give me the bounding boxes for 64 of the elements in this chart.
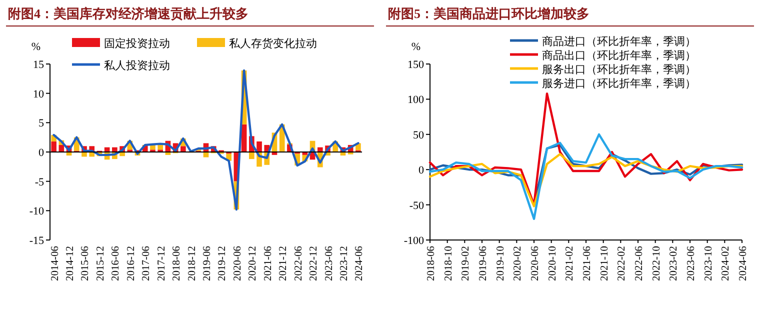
x-tick-label: 2017-12: [156, 246, 168, 281]
x-tick-label: 2016-12: [126, 246, 137, 281]
y-tick-label: 15: [33, 59, 44, 71]
x-tick-label: 2016-06: [110, 246, 122, 281]
x-tick-label: 2019-10: [495, 246, 506, 281]
y-tick-label: -100: [404, 235, 424, 247]
x-tick-label: 2019-06: [478, 246, 489, 281]
x-tick-label: 2020-06: [232, 246, 244, 281]
x-tick-label: 2021-06: [262, 246, 274, 281]
x-tick-label: 2024-06: [354, 246, 366, 281]
x-tick-label: 2015-12: [95, 246, 106, 281]
x-tick-label: 2014-12: [65, 246, 76, 281]
x-tick-label: 2021-02: [564, 246, 576, 281]
x-tick-label: 2019-12: [217, 246, 228, 281]
y-axis-title: %: [411, 41, 421, 53]
x-tick-label: 2014-06: [50, 246, 61, 281]
y-tick-label: 10: [33, 88, 44, 100]
y-tick-label: 50: [413, 129, 424, 142]
y-tick-label: -5: [34, 176, 44, 188]
x-tick-label: 2019-06: [202, 246, 213, 281]
x-tick-label: 2020-12: [248, 246, 259, 281]
legend-label: 私人投资拉动: [104, 60, 170, 72]
x-tick-label: 2020-02: [512, 246, 524, 281]
x-tick-label: 2022-02: [616, 246, 628, 281]
x-tick-label: 2023-10: [703, 246, 714, 281]
y-axis-title: %: [31, 41, 41, 53]
y-tick-label: 100: [408, 94, 424, 106]
x-tick-label: 2020-06: [530, 246, 541, 281]
x-tick-label: 2022-06: [634, 246, 645, 281]
x-tick-label: 2017-06: [141, 246, 152, 281]
x-tick-label: 2022-06: [293, 246, 304, 281]
y-tick-label: 0: [418, 164, 424, 177]
y-tick-label: 150: [408, 59, 424, 71]
x-tick-label: 2018-10: [443, 246, 454, 281]
legend-label: 商品进口（环比折年率，季调）: [542, 35, 696, 48]
x-tick-label: 2024-06: [738, 246, 749, 281]
x-tick-label: 2021-10: [599, 246, 610, 281]
x-tick-label: 2020-10: [547, 246, 558, 281]
x-tick-label: 2018-12: [186, 246, 198, 281]
y-tick-label: 5: [38, 118, 44, 130]
y-tick-label: 0: [38, 147, 44, 159]
x-tick-label: 2024-02: [720, 246, 732, 281]
legend-label: 服务进口（环比折年率，季调）: [542, 77, 696, 90]
y-tick-label: -50: [409, 200, 424, 212]
x-tick-label: 2021-06: [582, 246, 593, 281]
x-tick-label: 2023-06: [324, 246, 335, 281]
x-tick-label: 2023-02: [668, 246, 680, 281]
x-tick-label: 2015-06: [80, 246, 92, 281]
x-tick-label: 2019-02: [460, 246, 472, 281]
y-tick-label: -10: [29, 206, 44, 218]
x-tick-label: 2022-12: [308, 246, 320, 281]
x-tick-label: 2021-12: [278, 246, 290, 281]
x-tick-label: 2018-06: [426, 246, 437, 281]
legend-label: 私人存货变化拉动: [229, 37, 317, 50]
y-tick-label: -15: [29, 235, 44, 247]
chart-title: 附图5：美国商品进口环比增加较多: [388, 6, 590, 21]
legend-label: 服务出口（环比折年率，季调）: [542, 63, 696, 76]
legend-label: 固定投资拉动: [104, 37, 170, 50]
x-tick-label: 2022-10: [651, 246, 662, 281]
chart-title: 附图4：美国库存对经济增速贡献上升较多: [8, 6, 248, 21]
x-tick-label: 2018-06: [172, 246, 183, 281]
legend-label: 商品出口（环比折年率，季调）: [542, 49, 696, 62]
x-tick-label: 2023-06: [686, 246, 697, 281]
x-tick-label: 2023-12: [338, 246, 350, 281]
